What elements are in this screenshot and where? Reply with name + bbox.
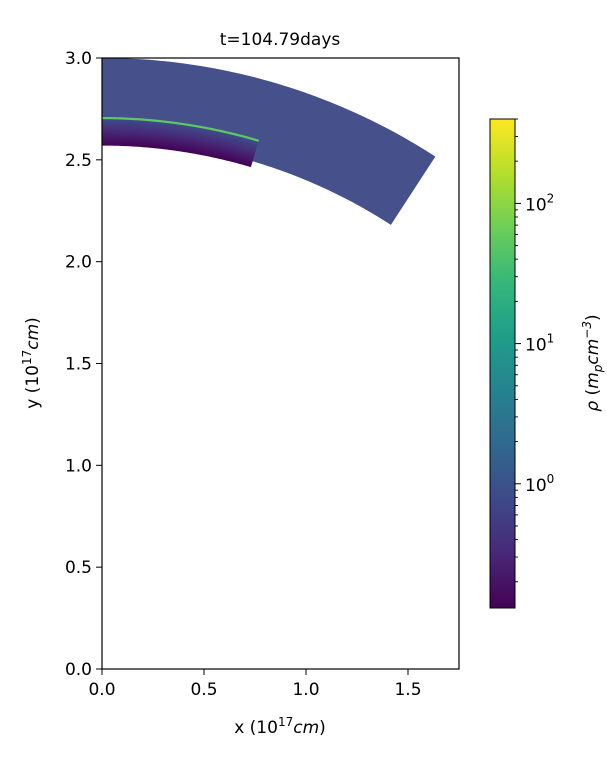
colorbar-tick-label: 102 xyxy=(525,191,554,215)
region-ambient-shell xyxy=(102,58,436,225)
y-tick-label: 0.0 xyxy=(65,660,92,680)
colorbar-label: ρ (mpcm−3) xyxy=(580,314,605,411)
x-tick-label: 1.5 xyxy=(394,680,421,700)
colorbar: 100 101 102 xyxy=(489,118,554,609)
x-axis-label: x (1017cm) xyxy=(234,715,326,738)
colorbar-minor-ticks xyxy=(515,118,518,583)
x-tick-label: 0.5 xyxy=(190,680,217,700)
region-ejecta xyxy=(102,117,260,168)
y-tick-label: 1.0 xyxy=(65,456,92,476)
y-tick-label: 0.5 xyxy=(65,558,92,578)
colorbar-tick-label: 100 xyxy=(525,472,554,496)
y-axis-label: y (1017cm) xyxy=(20,317,43,409)
x-tick-label: 0.0 xyxy=(88,680,115,700)
region-shock-front xyxy=(102,116,260,142)
y-axis-ticks: 0.0 0.5 1.0 1.5 2.0 2.5 3.0 xyxy=(65,49,102,680)
colorbar-tick-label: 101 xyxy=(525,332,554,356)
x-axis-ticks: 0.0 0.5 1.0 1.5 xyxy=(88,669,422,700)
colorbar-gradient xyxy=(489,118,516,609)
plot-area: 0.0 0.5 1.0 1.5 0.0 0.5 1.0 1.5 2.0 2.5 3.0 xyxy=(65,49,460,700)
y-tick-label: 2.5 xyxy=(65,151,92,171)
chart-title: t=104.79days xyxy=(220,30,341,50)
y-tick-label: 2.0 xyxy=(65,253,92,273)
x-tick-label: 1.0 xyxy=(292,680,319,700)
y-tick-label: 3.0 xyxy=(65,49,92,69)
density-regions xyxy=(102,58,436,225)
y-tick-label: 1.5 xyxy=(65,355,92,375)
colorbar-major-ticks: 100 101 102 xyxy=(515,191,554,496)
